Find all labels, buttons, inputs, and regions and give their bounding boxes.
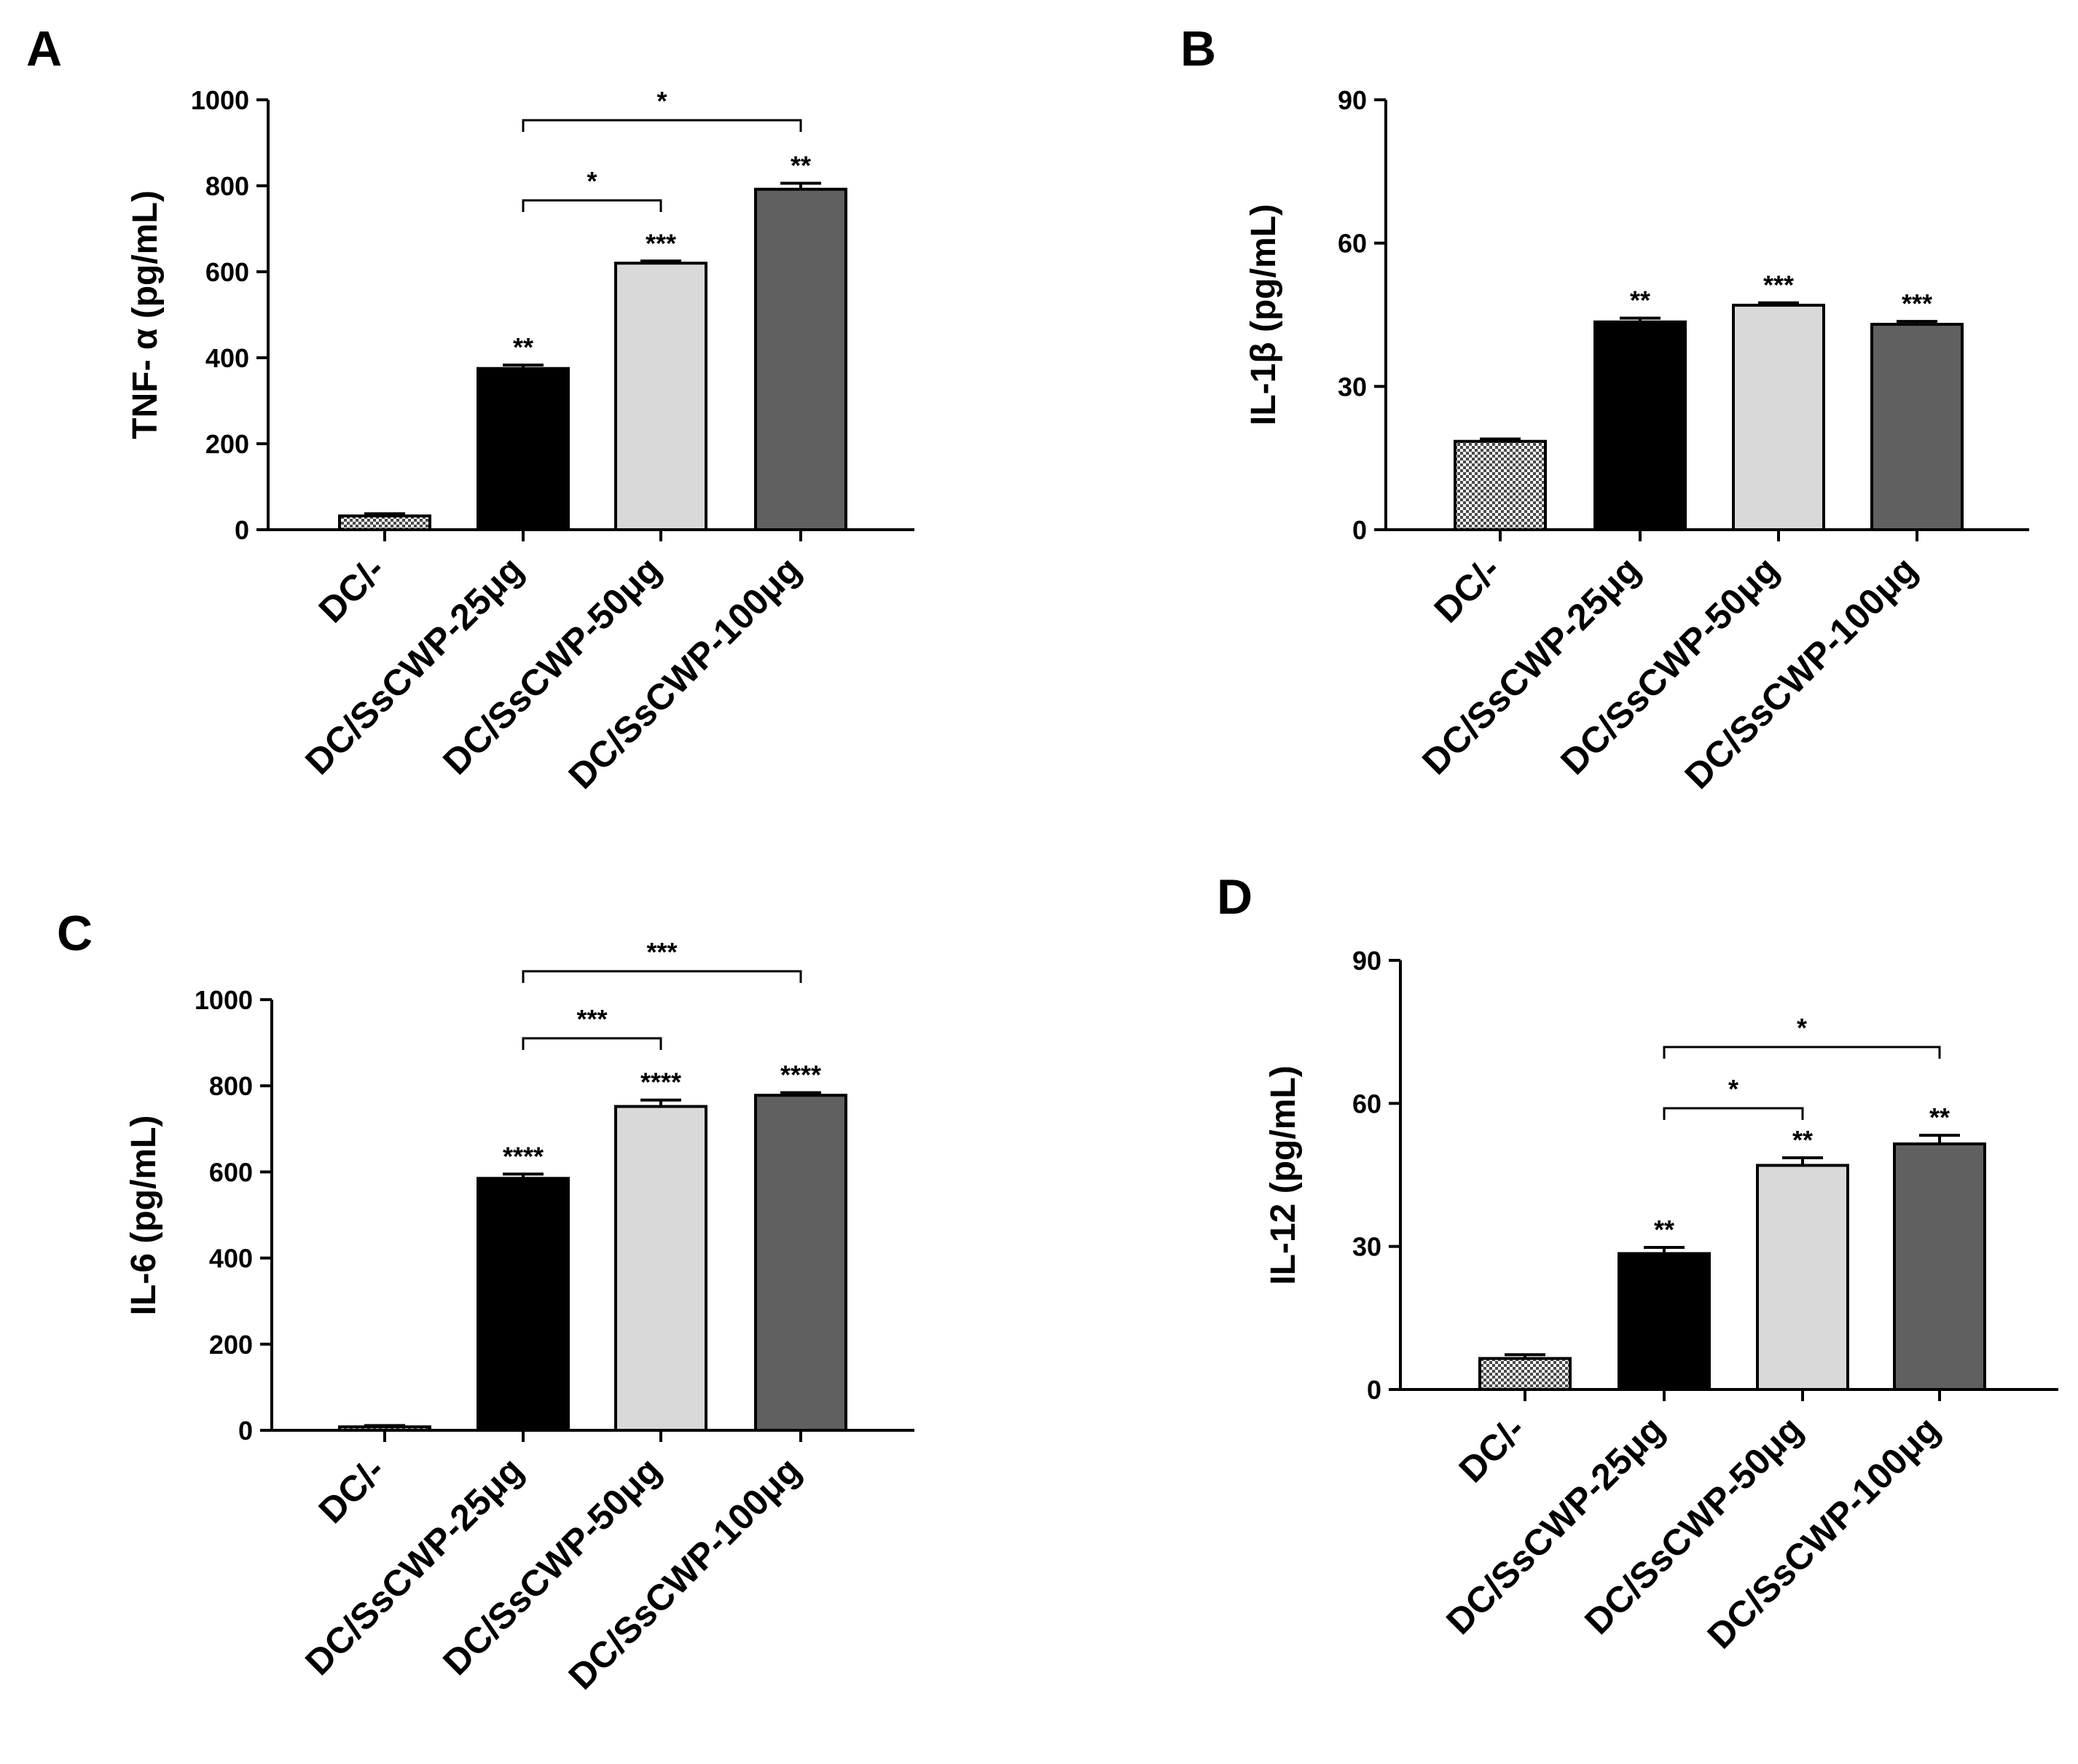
bar xyxy=(477,1177,570,1432)
y-tick-label: 0 xyxy=(238,1416,253,1446)
y-tick-label: 60 xyxy=(1338,229,1367,259)
bar xyxy=(338,514,431,531)
comparison-bracket xyxy=(1663,1107,1804,1120)
category-label: DC/- xyxy=(311,549,393,630)
bracket-label: * xyxy=(587,166,597,196)
bar xyxy=(1478,1357,1572,1391)
category-label: DC/- xyxy=(311,1449,393,1531)
y-tick-label: 0 xyxy=(235,515,249,545)
bracket-label: *** xyxy=(646,937,677,967)
significance-label: ** xyxy=(791,150,811,180)
category-label: DC/- xyxy=(1451,1408,1533,1490)
bar xyxy=(338,1425,431,1432)
bar xyxy=(754,1094,847,1432)
category-label: DC/SsCWP-100μg xyxy=(561,549,809,796)
significance-label: *** xyxy=(1902,289,1932,318)
bar xyxy=(614,262,707,531)
comparison-bracket xyxy=(522,970,802,983)
comparison-bracket xyxy=(522,199,662,212)
significance-label: *** xyxy=(646,228,676,258)
bracket-label: * xyxy=(656,86,667,116)
bar xyxy=(1454,439,1547,532)
y-tick-label: 30 xyxy=(1338,372,1367,401)
panel-letter: D xyxy=(1217,869,1252,925)
comparison-bracket xyxy=(1663,1046,1941,1059)
y-tick-label: 30 xyxy=(1352,1232,1381,1262)
y-tick-label: 200 xyxy=(205,429,249,459)
y-tick-label: 90 xyxy=(1338,85,1367,115)
significance-label: ** xyxy=(1929,1102,1950,1132)
y-tick-label: 1000 xyxy=(191,85,249,115)
bar xyxy=(614,1105,707,1432)
y-tick-label: 200 xyxy=(209,1330,253,1360)
comparison-bracket xyxy=(522,1037,662,1050)
significance-label: **** xyxy=(640,1067,681,1097)
y-tick-label: 90 xyxy=(1352,946,1381,976)
bar xyxy=(477,366,570,531)
bar xyxy=(1593,320,1687,531)
significance-label: ** xyxy=(1792,1125,1813,1155)
category-label: DC/SsCWP-100μg xyxy=(1677,549,1925,796)
bracket-label: * xyxy=(1797,1013,1807,1043)
y-tick-label: 400 xyxy=(209,1244,253,1274)
y-tick-label: 1000 xyxy=(195,985,253,1015)
significance-label: ** xyxy=(1630,286,1650,315)
y-tick-label: 800 xyxy=(205,171,249,201)
bracket-label: * xyxy=(1728,1074,1738,1104)
panel-letter: C xyxy=(57,906,93,961)
y-axis-label: IL-12 (pg/mL) xyxy=(1264,1065,1303,1285)
panel-letter: A xyxy=(26,21,62,77)
y-axis-label: IL-1β (pg/mL) xyxy=(1244,204,1283,426)
panel-a: A 0 200 400 600 800 1000 TNF- α (pg/mL) DC/- DC/S… xyxy=(26,21,914,796)
bar xyxy=(1893,1142,1986,1391)
y-tick-label: 400 xyxy=(205,343,249,373)
bar xyxy=(754,187,847,531)
y-tick-label: 600 xyxy=(209,1157,253,1187)
y-axis-label: IL-6 (pg/mL) xyxy=(125,1116,163,1316)
y-tick-label: 600 xyxy=(205,257,249,287)
significance-label: ** xyxy=(513,332,533,362)
y-tick-label: 0 xyxy=(1367,1375,1381,1405)
y-tick-label: 800 xyxy=(209,1071,253,1101)
significance-label: **** xyxy=(780,1060,821,1090)
y-tick-label: 60 xyxy=(1352,1089,1381,1118)
bracket-label: *** xyxy=(576,1004,607,1034)
y-axis-label: TNF- α (pg/mL) xyxy=(126,190,165,439)
bar xyxy=(1732,303,1825,531)
significance-label: ** xyxy=(1654,1215,1674,1244)
category-label: DC/SsCWP-100μg xyxy=(561,1449,809,1697)
category-label: DC/- xyxy=(1427,549,1508,630)
category-label: DC/SsCWP-100μg xyxy=(1700,1408,1948,1656)
panel-letter: B xyxy=(1180,21,1216,77)
y-tick-label: 0 xyxy=(1352,515,1367,545)
bar xyxy=(1870,323,1964,531)
comparison-bracket xyxy=(522,119,802,132)
significance-label: **** xyxy=(503,1141,544,1171)
significance-label: *** xyxy=(1763,270,1794,300)
bar xyxy=(1756,1164,1849,1392)
panel-c: C 0 200 400 600 800 1000 IL-6 (pg/mL) DC/- DC/SsC… xyxy=(57,906,914,1697)
bar xyxy=(1618,1252,1711,1391)
